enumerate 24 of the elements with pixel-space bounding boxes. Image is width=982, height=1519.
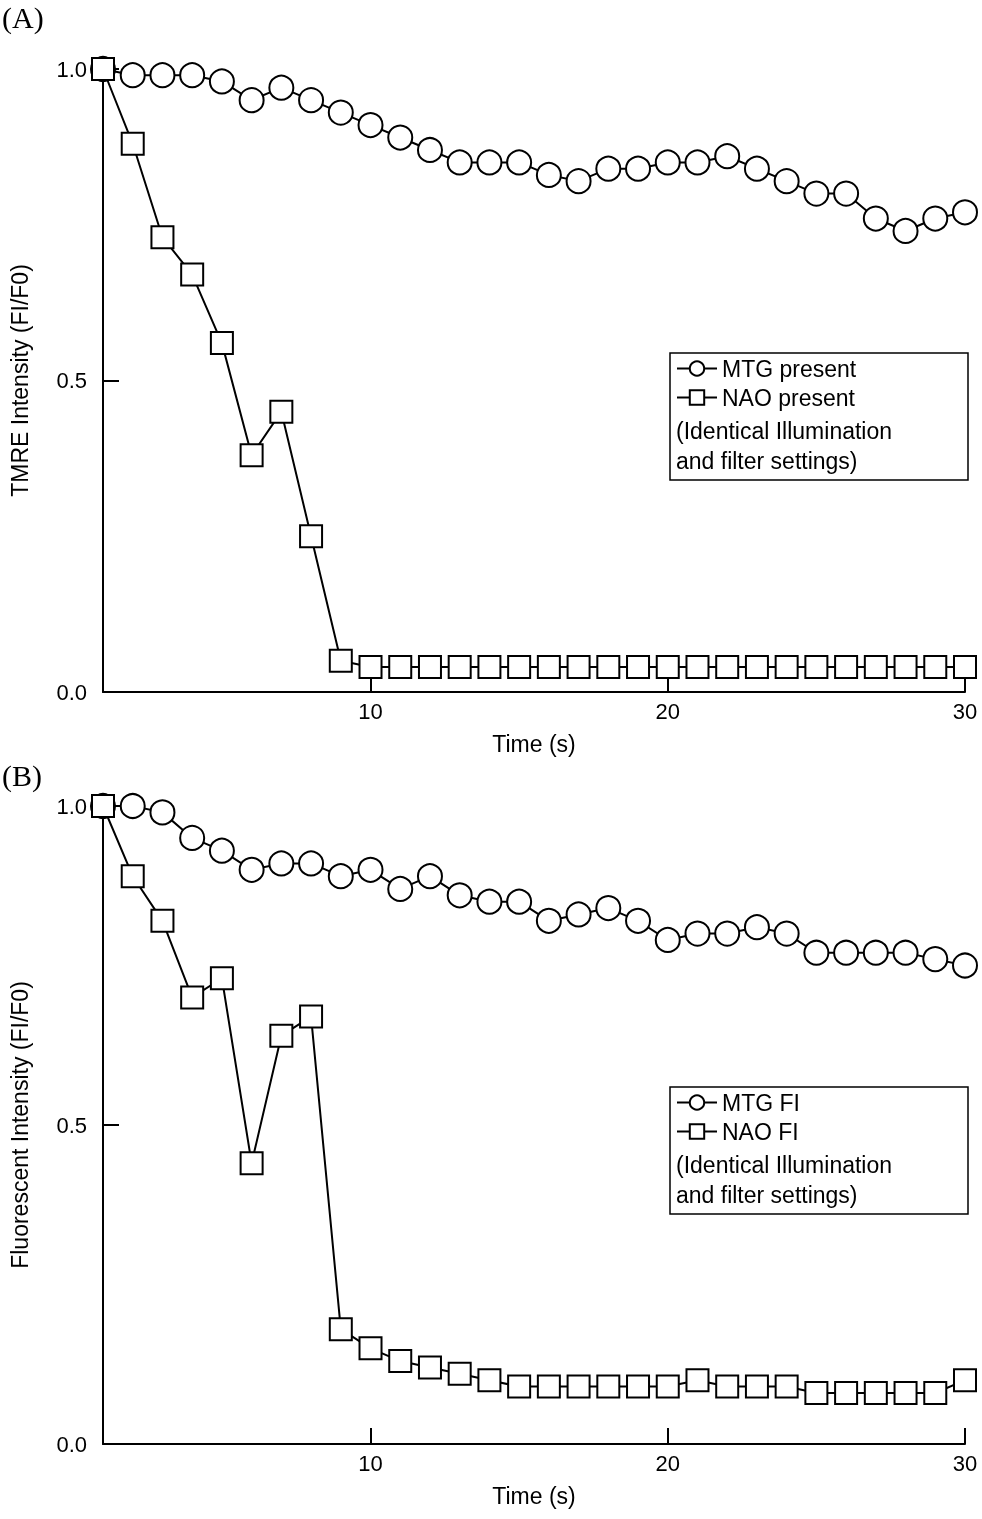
legend-label: MTG FI <box>722 1089 800 1116</box>
x-tick-label: 10 <box>358 1450 383 1476</box>
y-tick-label: 0.5 <box>56 368 87 393</box>
legend-label: NAO FI <box>722 1118 799 1145</box>
x-tick-label: 30 <box>952 698 978 724</box>
x-tick-label: 20 <box>655 1450 680 1476</box>
annotation: (Identical Illumination and filter settings) <box>676 418 893 474</box>
y-tick-label: 1.0 <box>56 56 87 82</box>
x-tick-label: 20 <box>655 698 680 724</box>
y-tick-label: 0.0 <box>56 679 87 705</box>
chart-title: (B) <box>2 758 42 793</box>
y-axis-title: Fluorescent Intensity (FI/F0) <box>6 981 33 1269</box>
x-tick-label: 10 <box>358 698 383 724</box>
x-tick-label: 30 <box>952 1450 978 1476</box>
y-axis-title: TMRE Intensity (FI/F0) <box>6 264 33 497</box>
legend-label: NAO present <box>722 384 856 411</box>
y-tick-label: 1.0 <box>56 793 87 819</box>
annotation: (Identical Illumination and filter settings) <box>676 1152 893 1208</box>
x-axis-title: Time (s) <box>492 1482 576 1509</box>
x-axis-title: Time (s) <box>492 730 576 757</box>
chart-title: (A) <box>2 0 44 35</box>
legend-label: MTG present <box>722 355 857 382</box>
y-tick-label: 0.5 <box>56 1112 87 1138</box>
y-tick-label: 0.0 <box>56 1431 87 1457</box>
